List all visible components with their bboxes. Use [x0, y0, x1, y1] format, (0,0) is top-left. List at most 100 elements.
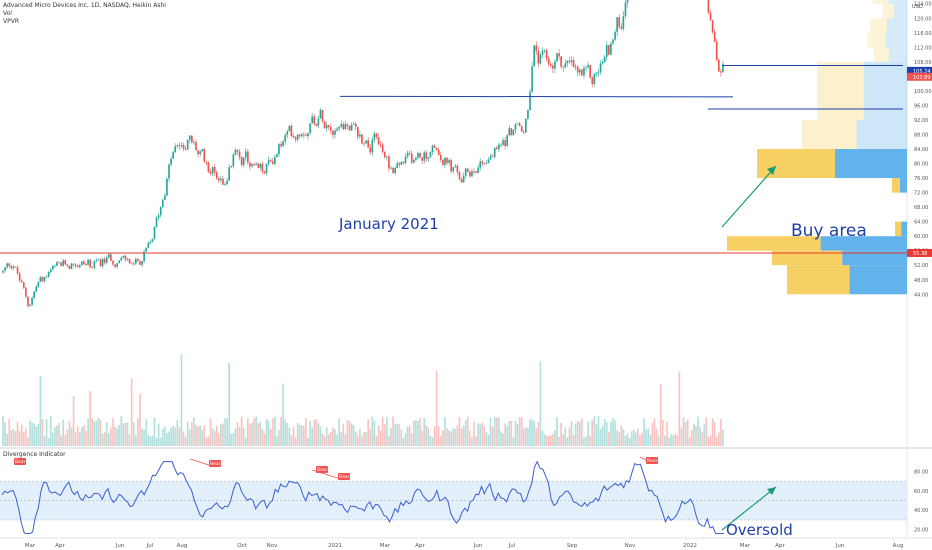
candle-body	[273, 157, 276, 164]
volume-bar	[315, 419, 318, 446]
volume-bar	[394, 424, 396, 446]
volume-bar	[479, 424, 482, 446]
candle-body	[110, 254, 112, 261]
volume-bar	[541, 430, 544, 446]
candle-body	[614, 32, 616, 40]
candle-body	[20, 280, 23, 283]
volume-bar	[273, 416, 276, 446]
candle-body	[574, 66, 577, 68]
candle-body	[292, 136, 295, 138]
price-tick-label: 100.00	[914, 89, 932, 95]
candle-body	[439, 155, 442, 160]
volume-bar	[323, 436, 326, 446]
candle-body	[247, 151, 249, 163]
bear-signal-badge	[338, 473, 350, 480]
candle-body	[2, 270, 4, 273]
candle-body	[485, 163, 488, 164]
volume-bar	[543, 434, 546, 446]
candle-body	[471, 171, 473, 177]
volume-bar	[151, 435, 154, 446]
candle-body	[404, 156, 407, 163]
candle-body	[130, 263, 133, 265]
volume-bar	[707, 437, 710, 446]
volume-bar	[97, 417, 100, 446]
volume-bar	[533, 421, 535, 446]
price-tick-label: 80.00	[914, 162, 928, 168]
volume-bar	[269, 428, 272, 446]
time-axis-label: Apr	[775, 543, 785, 549]
candle-body	[182, 145, 185, 149]
volume-bar	[267, 420, 270, 446]
candle-body	[386, 156, 388, 158]
candle-body	[83, 261, 85, 264]
candle-body	[381, 144, 384, 152]
volume-bar	[566, 437, 569, 446]
volume-bar	[400, 429, 403, 446]
volume-bar	[624, 435, 627, 446]
volume-bar	[54, 427, 56, 446]
candle-body	[164, 195, 166, 200]
volume-bar	[439, 436, 442, 446]
volume-bar	[60, 435, 62, 446]
volume-bar	[311, 427, 313, 446]
volume-bar	[695, 425, 697, 446]
volume-bar	[153, 417, 156, 446]
volume-bar	[431, 437, 434, 446]
price-tick-label: 72.00	[914, 191, 928, 197]
candle-body	[27, 296, 29, 307]
volume-bar	[8, 418, 11, 446]
volume-bar	[433, 426, 436, 446]
volume-bar	[74, 432, 77, 446]
candle-body	[458, 172, 461, 179]
candle-body	[334, 130, 336, 135]
candle-body	[321, 110, 324, 122]
volume-bar	[182, 431, 185, 446]
volume-bar	[222, 423, 224, 446]
candle-body	[16, 267, 19, 274]
currency-button[interactable]: USD	[912, 4, 923, 10]
candle-body	[456, 165, 459, 173]
volume-bar	[259, 421, 262, 446]
candle-body	[601, 61, 604, 64]
volume-bar	[668, 437, 670, 446]
volume-bar	[29, 420, 31, 446]
volume-bar	[257, 423, 260, 446]
vpvr-bar-down	[727, 236, 821, 251]
volume-bar	[186, 421, 189, 446]
candle-body	[581, 69, 583, 76]
volume-bar	[294, 437, 297, 446]
volume-bar	[33, 423, 35, 446]
candle-body	[209, 171, 212, 174]
volume-bar	[168, 431, 170, 446]
candle-body	[568, 61, 571, 63]
price-tick-label: 96.00	[914, 103, 928, 109]
candle-body	[307, 132, 309, 137]
volume-bar	[78, 432, 81, 446]
candle-body	[529, 91, 531, 111]
candle-body	[153, 226, 156, 239]
candle-body	[25, 287, 27, 297]
candle-body	[711, 20, 714, 33]
vpvr-bar-up	[899, 178, 907, 193]
candle-body	[342, 124, 345, 130]
bear-signal-label: Bear	[317, 467, 328, 473]
candle-body	[483, 163, 486, 165]
candle-body	[159, 206, 162, 216]
volume-bar	[386, 416, 388, 446]
candle-body	[398, 163, 401, 165]
candles	[2, 0, 724, 308]
volume-bar	[205, 437, 208, 446]
candle-body	[240, 157, 243, 165]
candle-body	[469, 171, 471, 177]
oscillator-arrow-head	[767, 487, 776, 495]
volume-bar	[508, 420, 511, 446]
candle-body	[527, 110, 529, 119]
volume-bar	[437, 426, 440, 446]
volume-bar	[630, 431, 633, 446]
candle-body	[452, 167, 455, 172]
volume-bar	[477, 423, 479, 446]
price-tick-label: 84.00	[914, 147, 928, 153]
candle-body	[442, 159, 444, 165]
volume-bar	[68, 421, 71, 446]
